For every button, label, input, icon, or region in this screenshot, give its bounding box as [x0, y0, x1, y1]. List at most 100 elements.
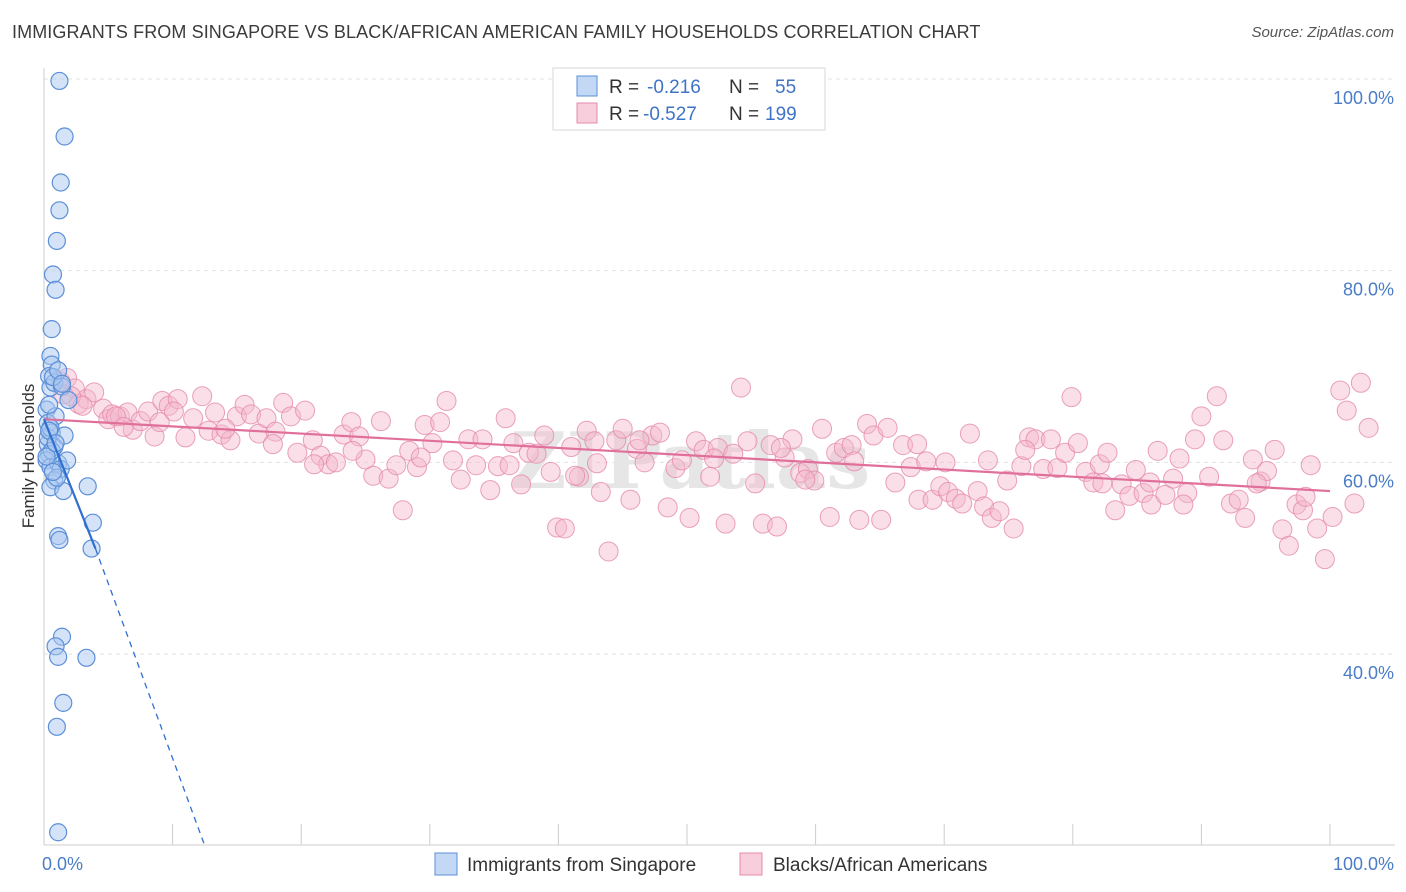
x-tick-label-1: 100.0%: [1333, 854, 1394, 874]
point-black-59: [480, 480, 501, 501]
grid-lines: [44, 78, 1395, 655]
bottom-legend-label-singapore: Immigrants from Singapore: [467, 855, 696, 876]
point-singapore-0: [50, 71, 69, 91]
legend-box: [552, 67, 826, 131]
point-black-178: [1350, 372, 1371, 393]
point-black-78: [620, 489, 641, 510]
point-black-138: [1061, 387, 1082, 408]
point-black-125: [967, 481, 988, 502]
point-singapore-14: [59, 390, 78, 410]
point-black-21: [198, 420, 219, 441]
point-black-70: [561, 437, 582, 457]
point-singapore-6: [46, 280, 65, 299]
point-black-43: [363, 465, 384, 486]
trend-line-black: [43, 418, 1331, 493]
y-tick-label-0: 40.0%: [1343, 663, 1394, 683]
point-black-142: [1089, 454, 1110, 475]
point-black-168: [1278, 535, 1299, 556]
point-black-62: [503, 433, 524, 454]
y-axis-label: Family Households: [19, 384, 38, 529]
point-black-197: [844, 451, 865, 472]
point-black-46: [386, 455, 407, 476]
point-black-204: [795, 469, 816, 490]
point-black-133: [1025, 429, 1046, 450]
point-black-20: [192, 386, 213, 407]
point-black-186: [163, 401, 184, 422]
point-black-66: [534, 425, 555, 446]
point-black-149: [1141, 494, 1162, 515]
y-tick-labels: 40.0% 60.0% 80.0% 100.0%: [1333, 88, 1394, 683]
point-black-200: [1092, 473, 1113, 494]
point-singapore-38: [37, 447, 56, 466]
point-singapore-1: [55, 127, 74, 146]
legend-r-value-singapore: -0.216: [647, 77, 701, 98]
point-black-17: [167, 389, 188, 410]
point-black-64: [518, 442, 539, 463]
point-black-57: [466, 455, 487, 476]
point-black-19: [183, 408, 204, 429]
point-black-150: [1147, 440, 1168, 461]
point-black-196: [770, 437, 791, 458]
point-singapore-3: [50, 201, 69, 220]
legend-r-label-black: R =: [609, 104, 639, 125]
point-black-98: [767, 516, 788, 537]
point-black-108: [841, 435, 862, 456]
point-black-206: [977, 450, 998, 471]
point-black-113: [877, 417, 898, 438]
point-black-112: [871, 509, 892, 530]
point-black-163: [1242, 449, 1263, 470]
point-black-193: [565, 465, 586, 486]
bottom-legend: Immigrants from Singapore Blacks/African…: [434, 852, 987, 876]
point-black-172: [1307, 518, 1328, 539]
point-black-198: [935, 452, 956, 473]
point-black-194: [629, 430, 650, 451]
point-black-124: [959, 423, 980, 444]
point-black-123: [952, 493, 973, 514]
point-singapore-54: [52, 374, 72, 393]
chart-title: IMMIGRANTS FROM SINGAPORE VS BLACK/AFRIC…: [12, 22, 981, 42]
point-black-166: [1264, 439, 1285, 460]
point-black-159: [1213, 430, 1234, 451]
point-black-22: [205, 402, 226, 423]
point-black-93: [731, 377, 752, 398]
point-black-174: [1322, 506, 1343, 527]
point-black-37: [318, 454, 339, 475]
point-black-100: [782, 429, 803, 450]
point-black-82: [649, 422, 670, 443]
point-black-105: [819, 506, 840, 527]
point-black-74: [590, 482, 611, 503]
point-black-104: [812, 418, 833, 439]
legend: R = -0.216 N = 55 R = -0.527 N = 199: [552, 67, 826, 131]
point-black-75: [598, 541, 619, 562]
series-black-points: [50, 368, 1379, 570]
point-black-144: [1105, 500, 1126, 521]
point-black-131: [1011, 456, 1032, 477]
point-black-76: [606, 430, 627, 451]
point-black-171: [1300, 455, 1321, 476]
point-black-115: [893, 435, 914, 456]
y-tick-label-2: 80.0%: [1343, 280, 1394, 300]
point-black-94: [737, 431, 758, 452]
y-tick-label-1: 60.0%: [1343, 471, 1394, 491]
legend-n-label-black: N =: [729, 104, 759, 125]
x-tick-marks: [43, 824, 1331, 845]
point-black-199: [1015, 439, 1036, 460]
point-black-55: [450, 469, 471, 490]
bottom-legend-label-black: Blacks/African Americans: [773, 855, 987, 876]
point-black-110: [857, 414, 878, 434]
point-black-27: [241, 404, 262, 425]
point-black-155: [1184, 429, 1205, 450]
point-black-158: [1206, 386, 1227, 407]
point-black-117: [908, 489, 929, 510]
y-tick-label-3: 100.0%: [1333, 88, 1394, 108]
point-black-192: [499, 455, 520, 476]
point-black-139: [1067, 433, 1088, 454]
point-black-195: [704, 448, 725, 469]
point-singapore-33: [40, 395, 59, 414]
legend-r-label-singapore: R =: [609, 77, 639, 98]
point-black-87: [686, 431, 707, 452]
point-black-121: [938, 482, 959, 503]
point-black-50: [414, 414, 435, 435]
point-black-170: [1292, 500, 1313, 521]
